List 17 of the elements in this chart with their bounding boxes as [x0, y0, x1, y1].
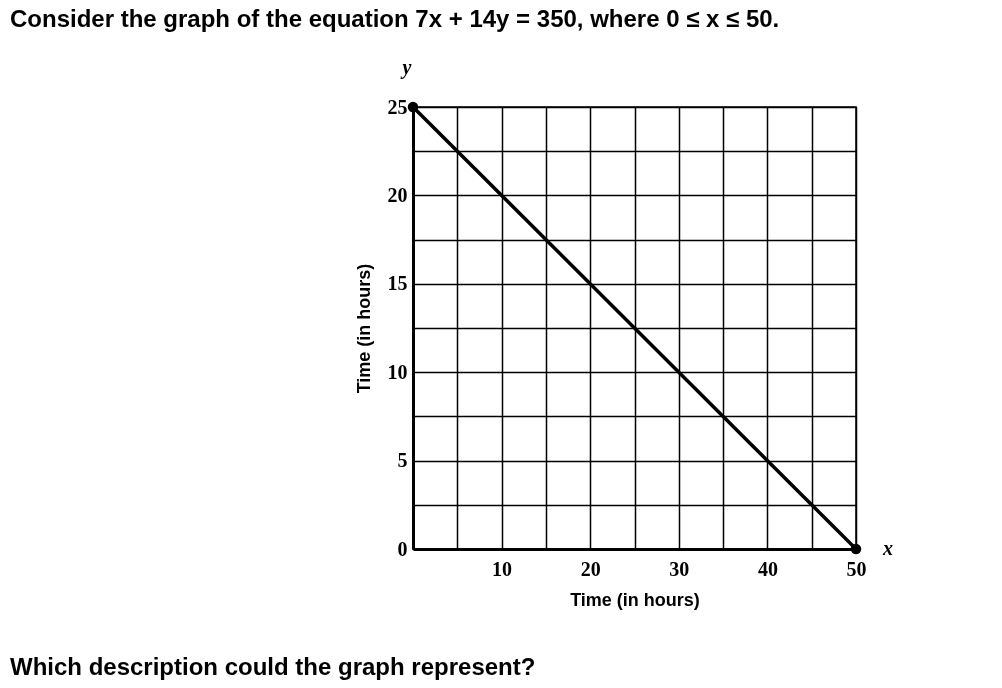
- x-tick-label: 20: [580, 557, 601, 580]
- text: Which description could the graph represent?: [10, 653, 536, 680]
- x-tick-label: 30: [669, 557, 690, 580]
- x-tick-label: 50: [846, 557, 867, 580]
- text: x: [882, 537, 893, 559]
- x-tick-label: 40: [757, 557, 778, 580]
- y-tick-label: 5: [397, 449, 408, 472]
- y-tick-label: 20: [387, 183, 408, 206]
- chart-title: Consider the graph of the equation 7x + 14y = 350, where 0 ≤ x ≤ 50.: [10, 5, 780, 32]
- y-tick-label: 10: [387, 360, 408, 383]
- y-tick-label: 15: [387, 272, 408, 295]
- text: y: [400, 56, 412, 79]
- y-tick-label: 0: [397, 537, 408, 560]
- y-tick-label: 25: [387, 95, 408, 118]
- x-axis-title: Time (in hours): [570, 589, 700, 610]
- y-axis-title: Time (in hours): [353, 263, 374, 394]
- x-tick-label: 10: [492, 557, 513, 580]
